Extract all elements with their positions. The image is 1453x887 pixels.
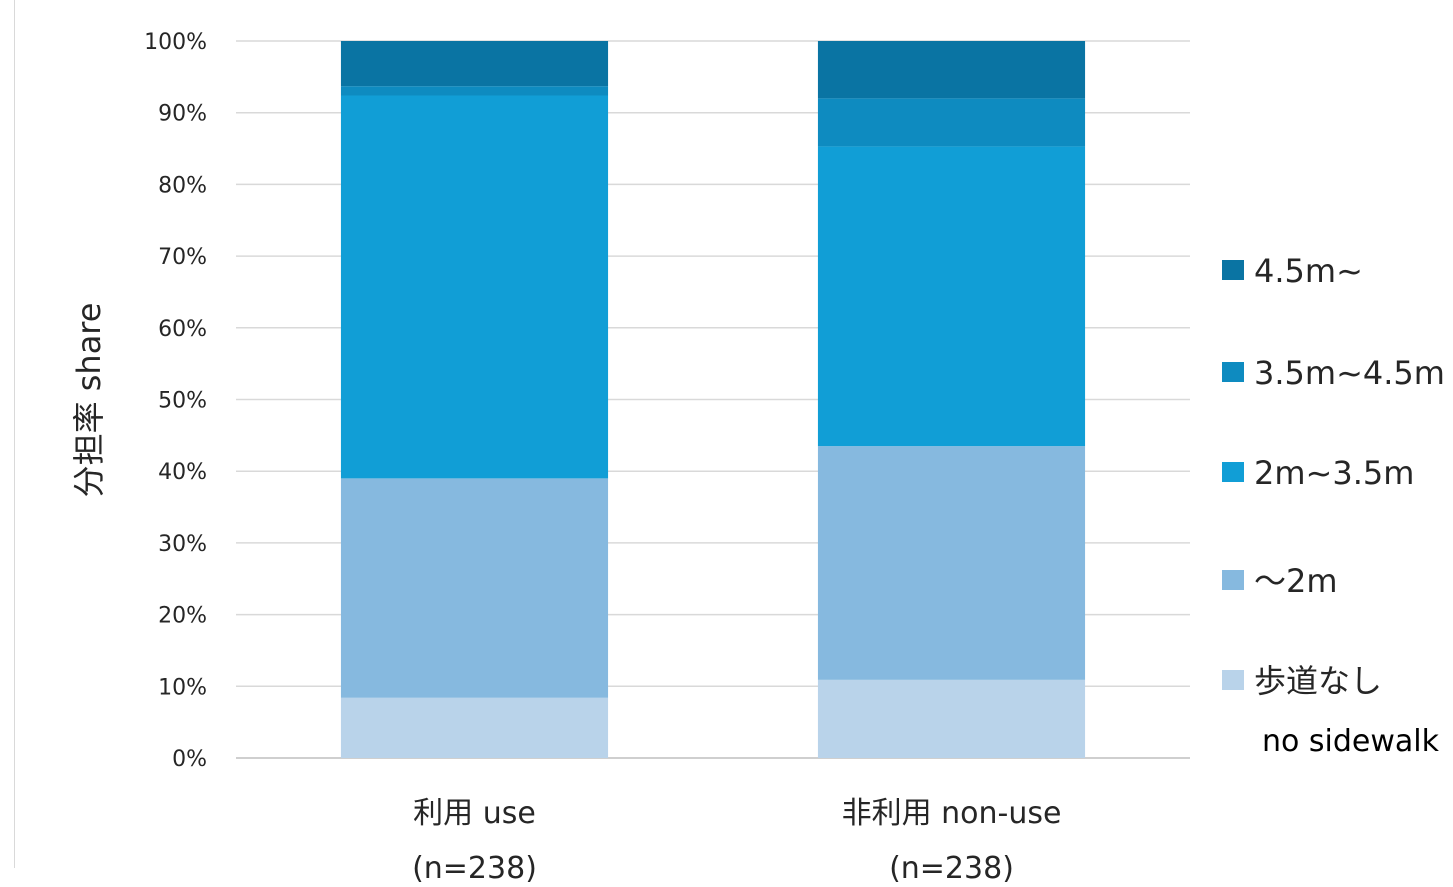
legend-label: ～2m xyxy=(1254,562,1338,600)
bar-segment xyxy=(818,98,1085,146)
bar-segment xyxy=(341,478,608,697)
x-axis-labels: 利用 use (n=238) 非利用 non-use (n=238) xyxy=(412,796,1061,883)
y-tick-label: 70% xyxy=(158,245,207,270)
y-tick-label: 80% xyxy=(158,173,207,198)
y-tick-label: 0% xyxy=(172,747,207,772)
bar-segment xyxy=(818,680,1085,758)
y-axis-title: 分担率 share xyxy=(70,303,108,498)
legend-label: 3.5m~4.5m xyxy=(1254,354,1445,392)
legend: 4.5m~ 3.5m~4.5m 2m~3.5m ～2m 歩道なし no sidewalk xyxy=(1222,252,1445,759)
legend-swatch xyxy=(1222,670,1244,690)
legend-swatch xyxy=(1222,362,1244,382)
x-tick-label: 非利用 non-use xyxy=(842,796,1062,831)
y-tick-label: 60% xyxy=(158,317,207,342)
bar-segment xyxy=(341,41,608,86)
bar-segment xyxy=(818,41,1085,98)
y-tick-label: 90% xyxy=(158,102,207,127)
y-tick-label: 30% xyxy=(158,532,207,557)
legend-label: 4.5m~ xyxy=(1254,252,1363,290)
legend-swatch xyxy=(1222,462,1244,482)
y-tick-label: 10% xyxy=(158,675,207,700)
y-tick-label: 40% xyxy=(158,460,207,485)
y-tick-label: 20% xyxy=(158,604,207,629)
bar-segment xyxy=(818,146,1085,446)
bar-segment xyxy=(818,446,1085,680)
y-axis-ticks: 0% 10% 20% 30% 40% 50% 60% 70% 80% 90% 100% xyxy=(144,30,207,772)
y-tick-label: 100% xyxy=(144,30,207,55)
bar-segment xyxy=(341,95,608,478)
legend-label-line2: no sidewalk xyxy=(1262,724,1440,759)
legend-swatch xyxy=(1222,260,1244,280)
y-tick-label: 50% xyxy=(158,389,207,414)
legend-label: 歩道なし xyxy=(1254,662,1382,700)
x-tick-sublabel: (n=238) xyxy=(412,851,537,883)
x-tick-label: 利用 use xyxy=(413,796,536,831)
bar-segment xyxy=(341,698,608,758)
legend-swatch xyxy=(1222,570,1244,590)
bar-segment xyxy=(341,86,608,95)
legend-label: 2m~3.5m xyxy=(1254,454,1414,492)
x-tick-sublabel: (n=238) xyxy=(889,851,1014,883)
